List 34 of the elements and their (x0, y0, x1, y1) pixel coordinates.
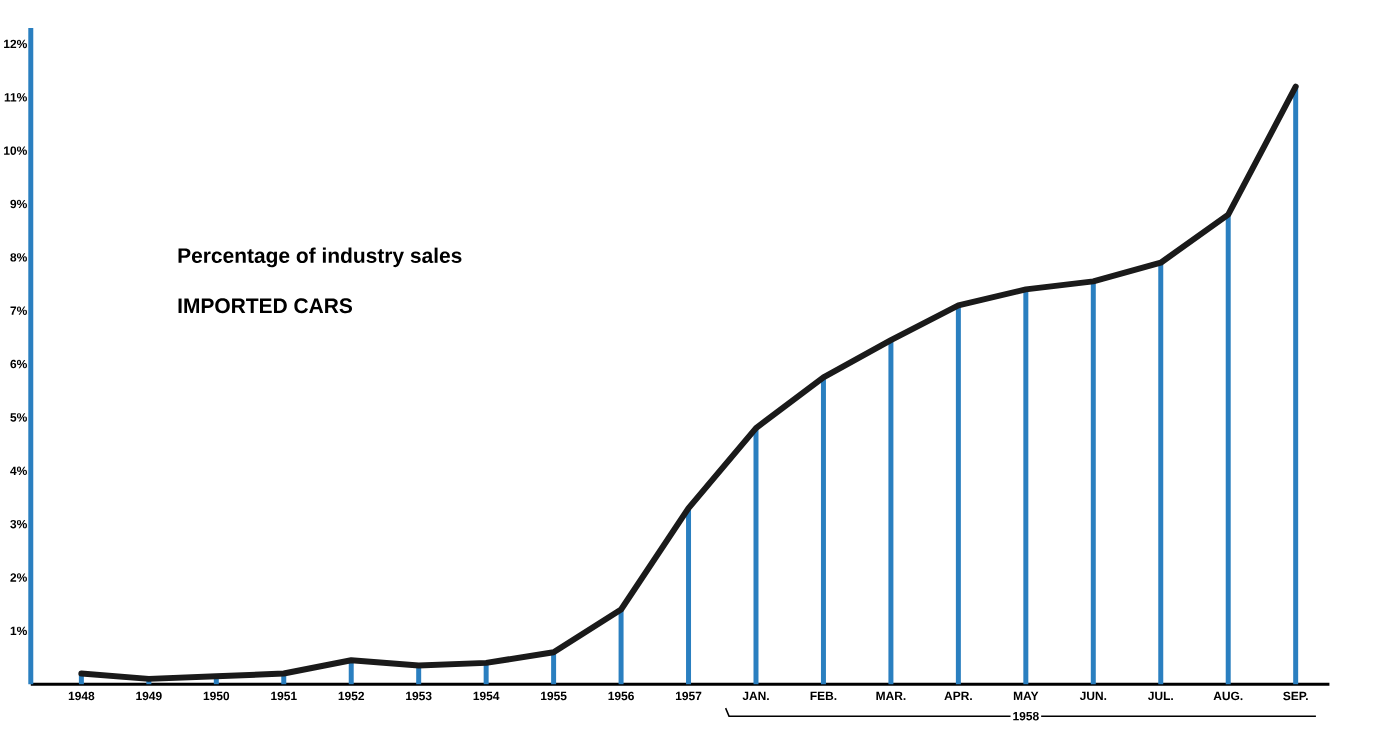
x-tick-label: 1948 (68, 691, 95, 701)
x-tick-label: MAR. (876, 691, 906, 700)
x-tick-label: MAY (1013, 691, 1039, 700)
y-tick-label: 2% (10, 573, 27, 582)
text: 1958 (1013, 711, 1039, 721)
x-tick-label: SEP. (1283, 691, 1308, 701)
x-tick-label: JUN. (1079, 691, 1107, 701)
x-tick-label: 1954 (473, 691, 500, 701)
x-tick-label: APR. (944, 691, 972, 700)
y-tick-label: 12% (4, 39, 27, 49)
y-tick-label: 10% (4, 146, 27, 155)
y-tick-label: 7% (10, 306, 27, 315)
y-tick-label: 8% (10, 253, 27, 262)
x-tick-label: FEB. (810, 691, 837, 700)
x-tick-label: AUG. (1213, 691, 1243, 701)
y-tick-label: 3% (10, 519, 27, 529)
text: Percentage of industry sales (178, 247, 462, 268)
x-tick-label: 1956 (608, 691, 634, 701)
x-tick-label: 1955 (541, 691, 567, 701)
y-tick-label: 6% (10, 359, 27, 369)
x-tick-label: 1950 (203, 691, 230, 701)
y-tick-label: 5% (10, 413, 27, 422)
y-tick-label: 1% (10, 626, 27, 636)
x-tick-label: JUL. (1147, 691, 1173, 701)
x-tick-label: 1953 (406, 691, 432, 701)
x-tick-label: 1949 (136, 691, 162, 701)
x-tick-label: JAN. (742, 691, 769, 701)
y-tick-label: 4% (10, 466, 27, 475)
y-tick-label: 9% (10, 199, 27, 209)
x-tick-label: 1952 (338, 691, 365, 701)
y-tick-label: 11% (4, 93, 27, 102)
text: IMPORTED CARS (178, 298, 353, 314)
x-tick-label: 1957 (675, 691, 702, 701)
x-tick-label: 1951 (271, 691, 297, 701)
